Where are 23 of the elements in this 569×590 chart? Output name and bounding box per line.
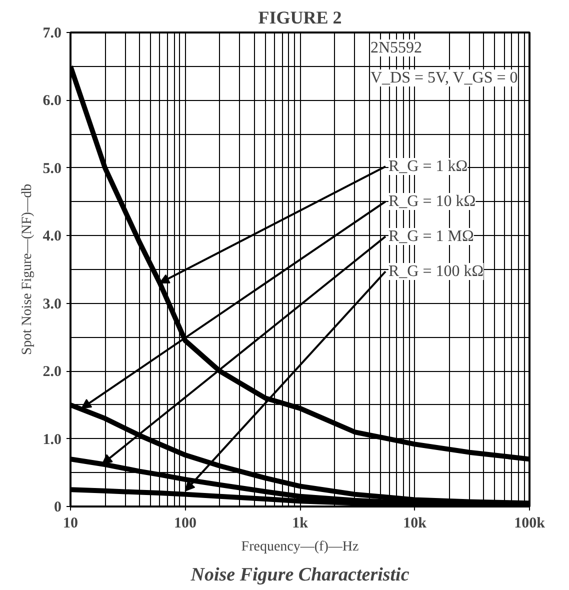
chart-title: FIGURE 2	[258, 8, 342, 28]
x-tick-label: 10	[63, 516, 78, 532]
y-tick-label: 7.0	[42, 26, 62, 42]
x-axis-title: Frequency—(f)—Hz	[241, 540, 359, 554]
y-tick-label: 4.0	[42, 228, 62, 245]
y-tick-label: 3.0	[42, 296, 62, 312]
x-tick-label: 100	[174, 516, 196, 532]
y-tick-label: 6.0	[42, 93, 62, 110]
x-tick-label: 10k	[403, 516, 428, 532]
y-tick-label: 5.0	[42, 160, 62, 177]
y-axis-title: Spot Noise Figure—(NF)—db	[20, 184, 35, 356]
y-tick-label: 1.0	[42, 432, 62, 448]
x-tick-label: 1k	[292, 516, 309, 532]
x-tick-label: 100k	[514, 516, 546, 532]
y-tick-label: 2.0	[42, 364, 62, 380]
annotation: R_G = 100 kΩ	[388, 263, 484, 280]
annotation: R_G = 10 kΩ	[388, 193, 476, 210]
y-tick-label: 0	[54, 500, 62, 516]
annotation: V_DS = 5V, V_GS = 0	[370, 70, 518, 86]
text: Noise Figure Characteristic	[190, 564, 410, 586]
annotation: 2N5592	[370, 40, 422, 56]
annotation: R_G = 1 kΩ	[388, 158, 468, 175]
annotation: R_G = 1 MΩ	[388, 228, 474, 245]
